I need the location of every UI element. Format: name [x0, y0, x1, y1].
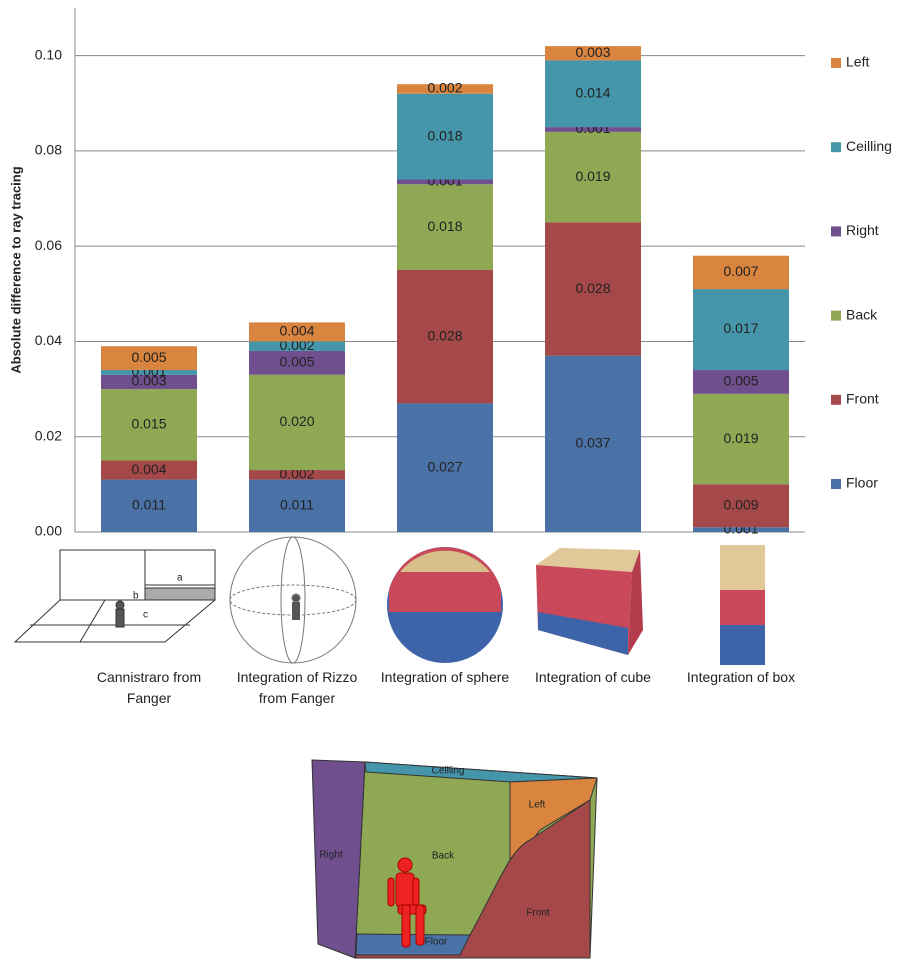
data-label: 0.014	[575, 84, 610, 100]
room-label: Floor	[425, 937, 448, 948]
y-tick-label: 0.10	[35, 46, 62, 62]
bar-segment	[693, 289, 789, 371]
data-label: 0.009	[723, 497, 758, 513]
bar-segment	[101, 374, 197, 390]
data-label: 0.004	[131, 461, 166, 477]
data-label: 0.003	[131, 373, 166, 389]
bar-segment	[397, 270, 493, 404]
bar-segment	[101, 479, 197, 532]
bar-segment	[545, 222, 641, 356]
data-label: 0.007	[723, 263, 758, 279]
bar-segment	[397, 93, 493, 180]
x-tick-label: Cannistraro from Fanger	[96, 669, 202, 706]
legend-label: Ceilling	[846, 138, 892, 154]
room-label: Ceilling	[432, 766, 465, 777]
bar-segment	[545, 355, 641, 532]
data-label: 0.019	[575, 168, 610, 184]
room-label: Front	[526, 908, 550, 919]
bar-segment	[693, 527, 789, 532]
y-tick-label: 0.08	[35, 142, 62, 158]
data-label: 0.018	[427, 218, 462, 234]
legend-label: Left	[846, 54, 869, 70]
room-diagram	[311, 759, 598, 959]
x-tick-label: Integration of sphere	[380, 669, 510, 685]
bar-segment	[101, 389, 197, 461]
data-label: 0.005	[131, 349, 166, 365]
data-label: 0.005	[279, 354, 314, 370]
legend-swatch	[831, 226, 841, 237]
bar-segment	[545, 60, 641, 128]
bar-segment	[545, 46, 641, 61]
legend-swatch	[831, 479, 841, 489]
sketch-label: c	[143, 610, 148, 621]
illustration-box	[720, 545, 765, 665]
bar-segment	[249, 350, 345, 375]
sketch-label: b	[133, 591, 139, 602]
bar-segment	[545, 131, 641, 223]
bar-segment	[249, 341, 345, 351]
data-label: 0.015	[131, 416, 166, 432]
bar-segment	[249, 479, 345, 532]
data-label: 0.037	[575, 435, 610, 451]
illustration-sphere	[387, 547, 503, 663]
bar-segment	[693, 370, 789, 394]
legend-swatch	[831, 310, 841, 321]
sketch-label: a	[177, 573, 183, 584]
y-tick-label: 0.02	[35, 427, 62, 443]
data-label: 0.002	[427, 80, 462, 96]
legend-label: Right	[846, 222, 879, 238]
bar-segment	[249, 322, 345, 342]
bar-segment	[101, 370, 197, 375]
data-label: 0.020	[279, 413, 314, 429]
data-label: 0.019	[723, 430, 758, 446]
y-tick-label: 0.04	[35, 332, 62, 348]
data-label: 0.018	[427, 127, 462, 143]
room-label: Right	[319, 850, 343, 861]
bar-segment	[249, 470, 345, 480]
y-tick-label: 0.06	[35, 237, 62, 253]
illustration-room-sketch	[13, 549, 216, 643]
bar-segment	[693, 255, 789, 290]
bar-segment	[545, 127, 641, 132]
bar-segment	[693, 393, 789, 485]
x-tick-label: Integration of cube	[535, 669, 651, 685]
bar-segment	[101, 346, 197, 371]
y-axis-label: Absolute difference to ray tracing	[8, 166, 23, 373]
legend-label: Front	[846, 391, 879, 407]
data-label: 0.005	[723, 373, 758, 389]
data-label: 0.027	[427, 458, 462, 474]
legend-label: Floor	[846, 475, 878, 491]
data-label: 0.028	[427, 327, 462, 343]
room-label: Left	[529, 800, 546, 811]
bar-segment	[693, 484, 789, 528]
x-tick-label: Integration of box	[686, 669, 796, 685]
data-label: 0.011	[132, 497, 166, 513]
bar-segment	[397, 84, 493, 94]
legend-swatch	[831, 142, 841, 153]
y-tick-label: 0.00	[35, 523, 62, 539]
illustration-cube	[536, 548, 643, 655]
bar-segment	[397, 403, 493, 532]
data-label: 0.003	[575, 44, 610, 60]
legend-label: Back	[846, 306, 878, 322]
data-label: 0.011	[280, 497, 314, 513]
x-tick-label: Integration of Rizzo from Fanger	[236, 669, 358, 706]
data-label: 0.028	[575, 280, 610, 296]
bar-segment	[249, 374, 345, 471]
illustration-sphere-sketch	[229, 536, 357, 664]
legend-swatch	[831, 58, 841, 68]
room-label: Back	[432, 851, 455, 862]
data-label: 0.017	[723, 320, 758, 336]
bar-segment	[397, 179, 493, 185]
bar-segment	[101, 460, 197, 480]
bar-segment	[397, 184, 493, 270]
legend-swatch	[831, 394, 841, 405]
data-label: 0.004	[279, 323, 314, 339]
